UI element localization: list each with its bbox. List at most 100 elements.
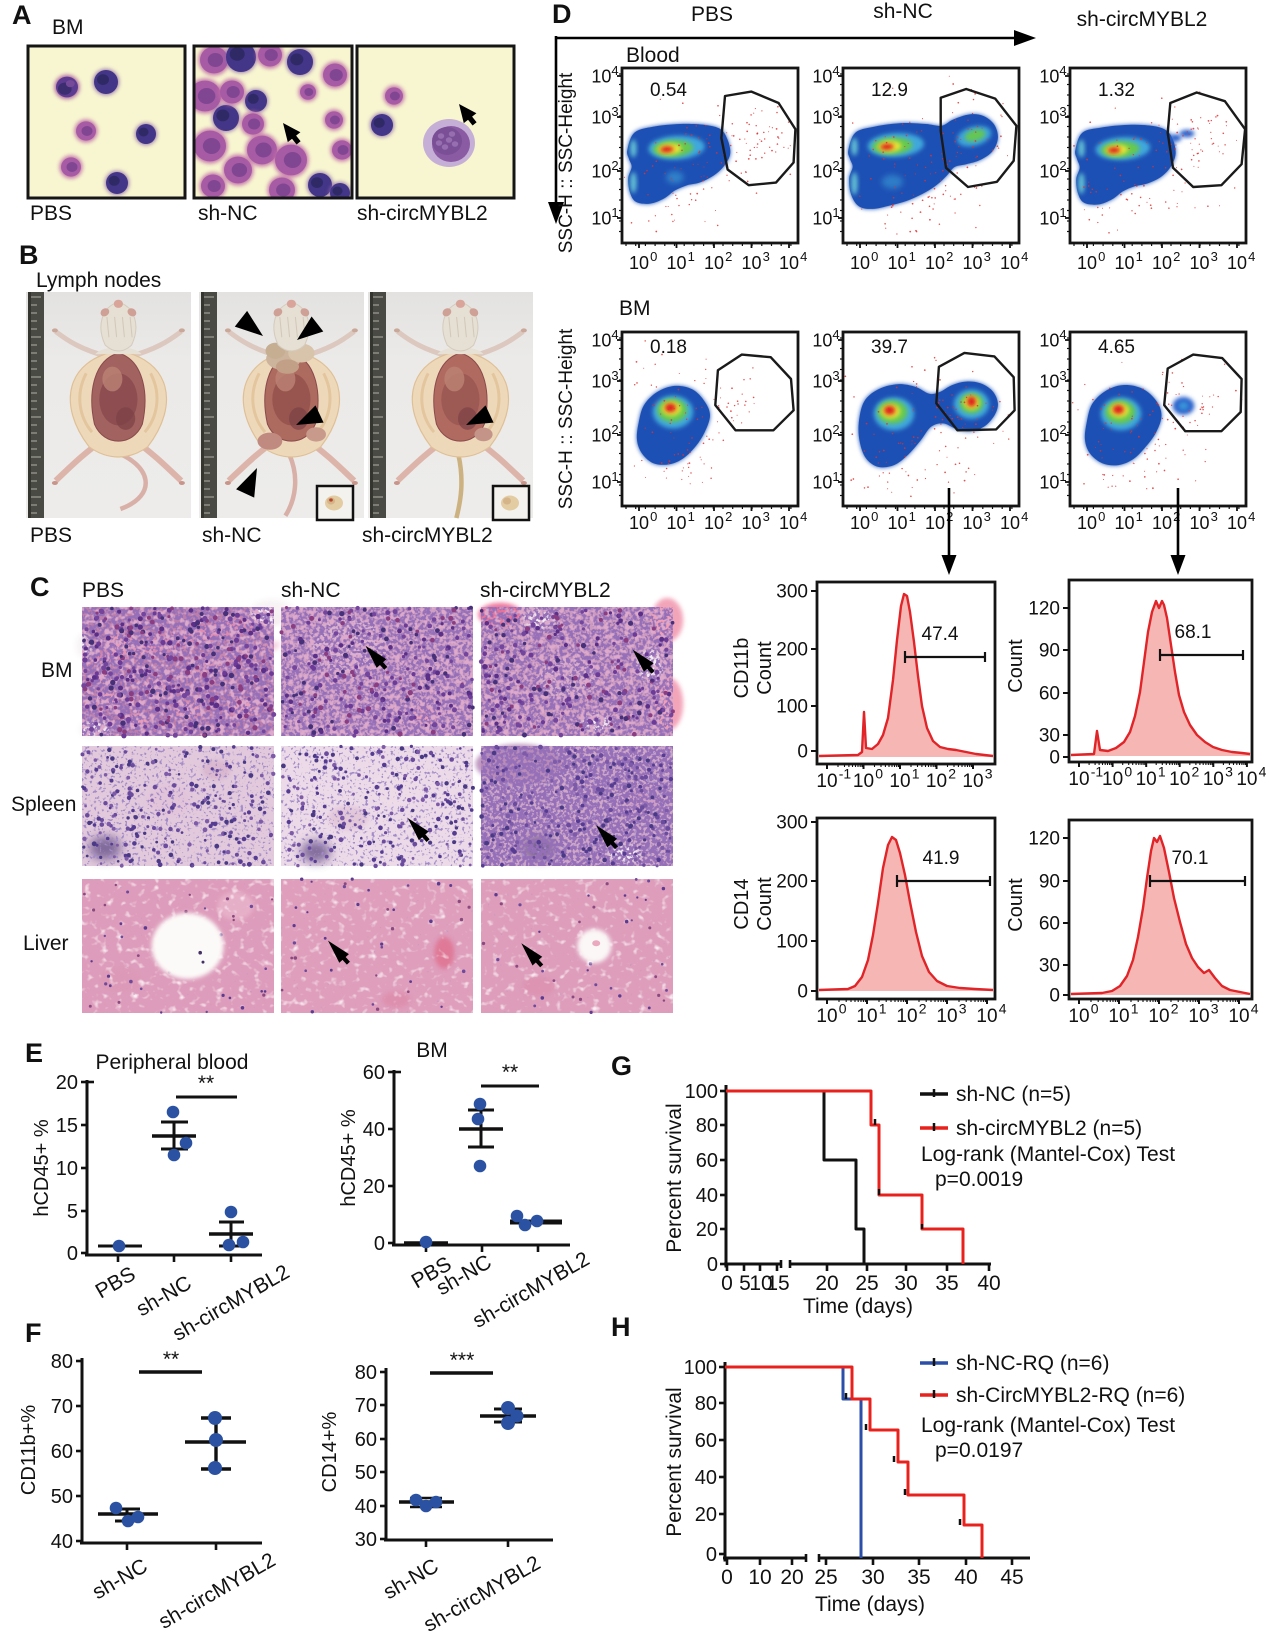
svg-text:2: 2	[946, 249, 953, 264]
svg-text:5: 5	[739, 1272, 751, 1295]
svg-text:3: 3	[832, 368, 839, 383]
svg-text:30: 30	[1039, 956, 1060, 977]
svg-text:1: 1	[832, 205, 839, 220]
svg-text:10: 10	[779, 513, 799, 533]
svg-text:10: 10	[812, 330, 832, 350]
svg-text:100: 100	[776, 697, 808, 718]
svg-text:39.7: 39.7	[871, 337, 908, 358]
svg-text:10: 10	[1169, 769, 1190, 790]
svg-text:G: G	[611, 1051, 632, 1081]
svg-text:Log-rank (Mantel-Cox) Test: Log-rank (Mantel-Cox) Test	[921, 1143, 1175, 1166]
svg-text:3: 3	[984, 509, 991, 524]
svg-text:0: 0	[1124, 763, 1132, 779]
svg-text:10: 10	[591, 107, 611, 127]
svg-text:10: 10	[56, 1158, 78, 1180]
svg-text:0: 0	[721, 1272, 733, 1295]
svg-text:90: 90	[1039, 641, 1060, 662]
svg-text:0: 0	[650, 509, 657, 524]
svg-text:4: 4	[800, 509, 807, 524]
svg-text:hCD45+ %: hCD45+ %	[338, 1109, 360, 1206]
svg-text:10: 10	[591, 66, 611, 86]
svg-text:Log-rank (Mantel-Cox) Test: Log-rank (Mantel-Cox) Test	[921, 1414, 1175, 1437]
svg-text:3: 3	[763, 509, 770, 524]
svg-text:2: 2	[1059, 158, 1066, 173]
svg-text:20: 20	[695, 1504, 717, 1526]
svg-text:0: 0	[1091, 1000, 1099, 1016]
svg-text:10: 10	[1068, 1006, 1089, 1027]
svg-text:10: 10	[666, 513, 686, 533]
svg-text:10: 10	[1039, 161, 1059, 181]
svg-text:sh-circMYBL2 (n=5): sh-circMYBL2 (n=5)	[956, 1117, 1142, 1140]
svg-text:10: 10	[936, 1006, 957, 1027]
svg-text:CD11b: CD11b	[731, 638, 753, 699]
svg-text:20: 20	[696, 1219, 718, 1241]
svg-text:Liver: Liver	[23, 932, 69, 955]
svg-text:0: 0	[1049, 748, 1060, 769]
svg-text:sh-NC-RQ (n=6): sh-NC-RQ (n=6)	[956, 1352, 1109, 1375]
svg-text:PBS: PBS	[82, 579, 124, 602]
svg-text:10: 10	[925, 253, 945, 273]
svg-text:p=0.0197: p=0.0197	[935, 1439, 1023, 1462]
svg-text:2: 2	[1171, 1000, 1179, 1016]
svg-text:10: 10	[1136, 769, 1157, 790]
svg-text:10: 10	[850, 513, 870, 533]
svg-text:10: 10	[1188, 1006, 1209, 1027]
svg-text:50: 50	[51, 1486, 73, 1508]
svg-text:10: 10	[812, 161, 832, 181]
svg-text:2: 2	[725, 509, 732, 524]
svg-text:3: 3	[1211, 1000, 1219, 1016]
svg-text:0: 0	[839, 1000, 847, 1016]
svg-text:Time (days): Time (days)	[803, 1295, 913, 1318]
svg-text:0: 0	[706, 1544, 717, 1566]
svg-text:1: 1	[832, 469, 839, 484]
svg-text:1: 1	[1059, 205, 1066, 220]
svg-text:10: 10	[1203, 769, 1224, 790]
svg-text:H: H	[611, 1312, 631, 1342]
svg-text:sh-NC: sh-NC	[873, 0, 933, 23]
svg-text:Spleen: Spleen	[11, 793, 76, 816]
svg-text:10: 10	[591, 425, 611, 445]
svg-text:10: 10	[1189, 253, 1209, 273]
svg-text:10: 10	[1114, 253, 1134, 273]
svg-text:Count: Count	[754, 877, 776, 931]
svg-text:1.32: 1.32	[1098, 80, 1135, 101]
svg-text:2: 2	[1173, 249, 1180, 264]
svg-text:10: 10	[1077, 513, 1097, 533]
svg-text:10: 10	[629, 253, 649, 273]
svg-text:0: 0	[797, 742, 808, 763]
svg-text:10: 10	[1039, 472, 1059, 492]
svg-text:0.54: 0.54	[650, 80, 687, 101]
svg-text:10: 10	[1114, 513, 1134, 533]
svg-text:1: 1	[1158, 763, 1166, 779]
svg-text:Lymph nodes: Lymph nodes	[36, 269, 161, 292]
svg-text:5: 5	[67, 1201, 78, 1223]
svg-text:2: 2	[948, 765, 956, 781]
svg-text:10: 10	[779, 253, 799, 273]
svg-text:10: 10	[1000, 513, 1020, 533]
svg-text:-1: -1	[839, 765, 852, 781]
svg-text:BM: BM	[41, 659, 73, 682]
svg-text:0: 0	[721, 1566, 733, 1589]
svg-text:10: 10	[1000, 253, 1020, 273]
svg-text:10: 10	[925, 513, 945, 533]
svg-text:**: **	[198, 1072, 214, 1095]
svg-text:0: 0	[67, 1243, 78, 1265]
svg-text:3: 3	[984, 249, 991, 264]
svg-text:BM: BM	[52, 16, 84, 39]
svg-text:20: 20	[363, 1176, 385, 1198]
svg-text:68.1: 68.1	[1175, 622, 1212, 643]
svg-text:10: 10	[1102, 769, 1123, 790]
svg-text:sh-NC (n=5): sh-NC (n=5)	[956, 1083, 1071, 1106]
svg-text:3: 3	[1211, 509, 1218, 524]
svg-text:1: 1	[909, 509, 916, 524]
svg-text:35: 35	[907, 1566, 930, 1589]
svg-text:SSC-H :: SSC-Height: SSC-H :: SSC-Height	[556, 72, 577, 253]
svg-text:10: 10	[1152, 513, 1172, 533]
svg-text:sh-NC: sh-NC	[198, 202, 258, 225]
svg-text:Percent survival: Percent survival	[663, 1387, 686, 1536]
svg-text:E: E	[25, 1038, 43, 1068]
svg-text:47.4: 47.4	[922, 624, 959, 645]
svg-text:60: 60	[695, 1430, 717, 1452]
svg-text:30: 30	[894, 1272, 917, 1295]
svg-text:41.9: 41.9	[923, 848, 960, 869]
